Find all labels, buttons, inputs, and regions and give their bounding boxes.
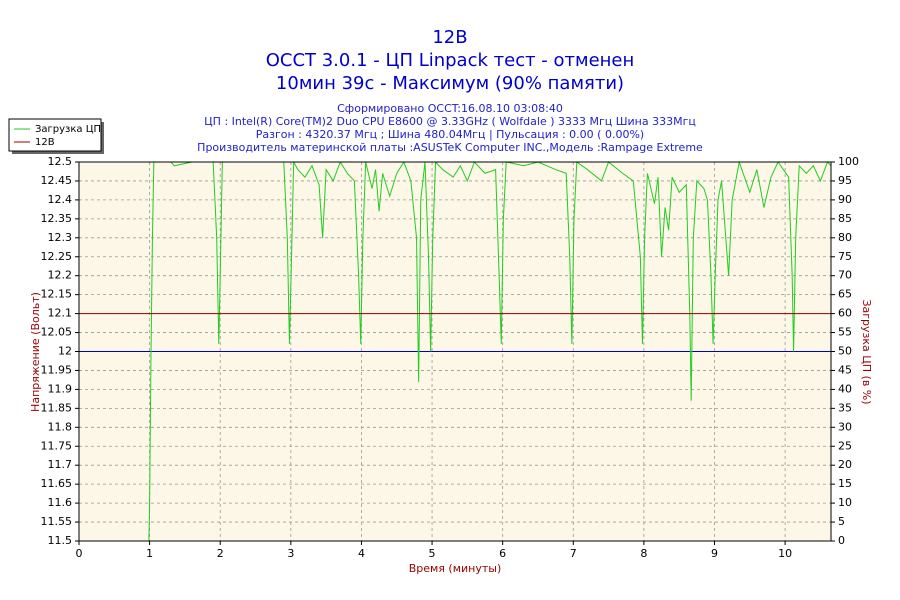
x-tick-label: 10	[778, 547, 792, 560]
info-line: Разгон : 4320.37 Мгц ; Шина 480.04Мгц | …	[256, 128, 644, 141]
y2-axis-label: Загрузка ЦП (в %)	[860, 299, 873, 404]
y-tick-label: 12.05	[41, 326, 73, 339]
y-tick-label: 11.75	[41, 439, 73, 452]
y2-tick-label: 80	[838, 231, 852, 244]
y-tick-label: 12.15	[41, 288, 73, 301]
x-tick-label: 8	[640, 547, 647, 560]
y2-tick-label: 50	[838, 345, 852, 358]
legend	[8, 118, 102, 152]
x-tick-label: 5	[429, 547, 436, 560]
x-axis-label: Время (минуты)	[409, 562, 502, 575]
y2-tick-label: 90	[838, 193, 852, 206]
y-tick-label: 11.8	[48, 420, 73, 433]
y2-tick-label: 60	[838, 307, 852, 320]
y-tick-label: 12.4	[48, 193, 73, 206]
y-tick-label: 12	[58, 345, 72, 358]
x-tick-label: 1	[146, 547, 153, 560]
y-tick-label: 12.3	[48, 231, 73, 244]
y-axis-label: Напряжение (Вольт)	[29, 292, 42, 412]
y-tick-label: 11.9	[48, 382, 73, 395]
plot-border	[78, 161, 832, 542]
y-tick-label: 11.5	[48, 534, 73, 547]
info-line: ЦП : Intel(R) Core(TM)2 Duo CPU E8600 @ …	[204, 115, 696, 128]
y2-tick-label: 15	[838, 477, 852, 490]
info-line: Производитель материнской платы :ASUSTeK…	[197, 141, 703, 154]
y2-tick-label: 95	[838, 174, 852, 187]
chart-subtitle: 10мин 39с - Максимум (90% памяти)	[276, 73, 624, 94]
y-tick-label: 11.95	[41, 363, 73, 376]
y2-tick-label: 85	[838, 212, 852, 225]
y2-tick-label: 100	[838, 155, 859, 168]
y-tick-label: 12.2	[48, 269, 73, 282]
x-tick-label: 3	[287, 547, 294, 560]
y-tick-label: 12.45	[41, 174, 73, 187]
y-tick-label: 11.6	[48, 496, 73, 509]
y2-tick-label: 55	[838, 326, 852, 339]
x-tick-label: 7	[570, 547, 577, 560]
y-tick-label: 11.55	[41, 515, 73, 528]
y2-tick-label: 0	[838, 534, 845, 547]
y2-tick-label: 65	[838, 288, 852, 301]
x-tick-label: 0	[76, 547, 83, 560]
y2-tick-label: 5	[838, 515, 845, 528]
x-tick-label: 2	[217, 547, 224, 560]
x-tick-label: 4	[358, 547, 365, 560]
y-tick-label: 11.7	[48, 458, 73, 471]
y-tick-label: 12.1	[48, 307, 73, 320]
y2-tick-label: 75	[838, 250, 852, 263]
y2-tick-label: 25	[838, 439, 852, 452]
y-tick-label: 12.5	[48, 155, 73, 168]
legend-label: Загрузка ЦП	[35, 124, 101, 135]
y2-tick-label: 35	[838, 401, 852, 414]
y-tick-label: 11.85	[41, 401, 73, 414]
y-tick-label: 11.65	[41, 477, 73, 490]
legend-label: 12В	[35, 137, 55, 148]
data-line	[148, 162, 831, 541]
y2-tick-label: 20	[838, 458, 852, 471]
y2-tick-label: 70	[838, 269, 852, 282]
chart-title: 12В	[432, 27, 467, 48]
y2-tick-label: 10	[838, 496, 852, 509]
x-tick-label: 9	[711, 547, 718, 560]
chart-subtitle: OCCT 3.0.1 - ЦП Linpack тест - отменен	[266, 50, 635, 71]
y2-tick-label: 45	[838, 363, 852, 376]
x-tick-label: 6	[499, 547, 506, 560]
y2-tick-label: 30	[838, 420, 852, 433]
y-tick-label: 12.35	[41, 212, 73, 225]
y-tick-label: 12.25	[41, 250, 73, 263]
info-line: Сформировано OCCT:16.08.10 03:08:40	[337, 102, 563, 115]
y2-tick-label: 40	[838, 382, 852, 395]
